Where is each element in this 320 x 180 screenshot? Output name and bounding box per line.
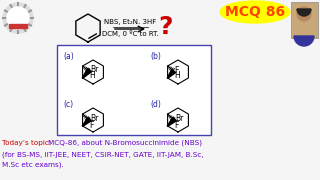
Text: H: H [175,71,180,80]
Text: (a): (a) [63,52,74,61]
Text: F: F [175,66,179,75]
Circle shape [7,7,29,29]
Text: H: H [90,71,95,80]
Polygon shape [167,117,176,126]
Polygon shape [82,117,92,126]
Text: ?: ? [158,15,172,39]
Text: M.Sc etc exams).: M.Sc etc exams). [2,162,64,168]
Text: (b): (b) [150,52,161,61]
Text: Br: Br [91,114,99,123]
Text: MCQ 86: MCQ 86 [225,5,285,19]
Text: Today’s topic:: Today’s topic: [2,140,54,146]
FancyBboxPatch shape [291,2,318,38]
Text: MCQ-86, about N-Bromosuccinimide (NBS): MCQ-86, about N-Bromosuccinimide (NBS) [48,140,202,147]
Text: (d): (d) [150,100,161,109]
Ellipse shape [220,1,290,23]
Wedge shape [297,9,311,16]
Polygon shape [82,68,92,78]
Text: DCM, 0 ºC to RT.: DCM, 0 ºC to RT. [102,30,158,37]
Text: (for BS-MS, IIT-JEE, NEET, CSIR-NET, GATE, IIT-JAM, B.Sc,: (for BS-MS, IIT-JEE, NEET, CSIR-NET, GAT… [2,151,204,158]
Polygon shape [167,69,175,78]
Wedge shape [294,36,314,46]
Text: F: F [175,121,179,130]
FancyBboxPatch shape [57,45,211,135]
FancyBboxPatch shape [9,24,27,28]
Circle shape [3,3,33,33]
Text: NBS, Et₂N. 3HF: NBS, Et₂N. 3HF [104,19,156,25]
Text: F: F [90,121,94,130]
Circle shape [297,7,311,21]
Text: Br: Br [176,114,184,123]
Text: (c): (c) [63,100,73,109]
Text: Br: Br [91,64,99,73]
